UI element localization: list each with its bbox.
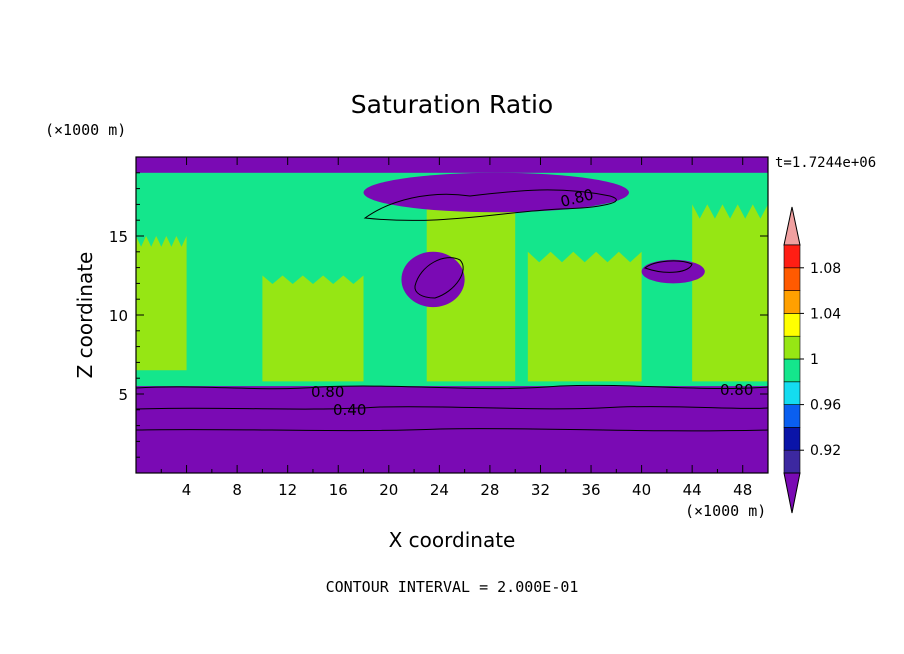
contour-label: 0.40: [333, 401, 366, 419]
colorbar-label: 0.96: [810, 398, 841, 414]
contour-label: 0.80: [720, 381, 753, 399]
colorbar-swatch: [783, 335, 801, 360]
contour-line-080-upper: [363, 189, 617, 221]
contour-line-020: [136, 428, 768, 432]
x-axis-title: X coordinate: [389, 528, 516, 552]
colorbar-label: 1.04: [810, 306, 841, 322]
y-axis-ticks: 5 10 15: [109, 172, 768, 458]
x-tick-label: 8: [232, 481, 242, 499]
y-axis-title: Z coordinate: [73, 252, 97, 379]
x-tick-label: 40: [632, 481, 651, 499]
contour-label: 0.80: [311, 383, 344, 401]
plot-area: [136, 157, 768, 473]
contour-line-080-lower: [136, 384, 768, 390]
colorbar-swatch: [783, 381, 801, 405]
region-dry-patch: [401, 251, 465, 308]
colorbar-swatch: [783, 313, 801, 337]
region-supersaturated-column: [426, 188, 516, 382]
colorbar-swatch: [783, 404, 801, 428]
contour-interval-footer: CONTOUR INTERVAL = 2.000E-01: [326, 578, 579, 596]
y-tick-label: 15: [109, 228, 128, 246]
x-tick-label: 28: [480, 481, 499, 499]
colorbar-label: 0.92: [810, 443, 841, 459]
colorbar-label: 1.08: [810, 261, 841, 277]
contour-line-080-right: [643, 260, 693, 273]
x-tick-label: 44: [683, 481, 702, 499]
region-supersaturated-column: [136, 236, 187, 371]
colorbar-swatch: [783, 290, 801, 314]
x-tick-label: 36: [581, 481, 600, 499]
colorbar-swatch: [783, 244, 801, 269]
x-tick-label: 4: [182, 481, 192, 499]
contour-lines: [136, 189, 768, 432]
region-dry-top: [136, 157, 768, 173]
region-dry-patch: [363, 172, 629, 213]
y-tick-label: 5: [118, 386, 128, 404]
region-supersaturated-column: [527, 251, 642, 382]
x-tick-label: 20: [379, 481, 398, 499]
x-tick-label: 16: [329, 481, 348, 499]
x-tick-label: 32: [531, 481, 550, 499]
contour-line-080-mid: [414, 257, 464, 299]
y-units-label: (×1000 m): [45, 121, 126, 139]
y-tick-label: 10: [109, 307, 128, 325]
colorbar-swatch: [783, 267, 801, 291]
region-supersaturated-column: [262, 275, 364, 382]
colorbar: 0.92 0.96 1 1.04 1.08: [783, 206, 841, 514]
x-units-label: (×1000 m): [685, 502, 766, 520]
contour-labels: 0.80 0.80 0.40 0.80: [311, 185, 753, 419]
x-axis-ticks: 4 8 12 16 20 24 28 32 36 40 44 48: [160, 157, 752, 499]
colorbar-over-triangle: [783, 206, 801, 246]
region-supersaturated-column: [692, 204, 768, 382]
colorbar-swatch: [783, 358, 801, 383]
region-dry-patch: [641, 259, 705, 284]
colorbar-under-triangle: [783, 472, 801, 514]
x-tick-label: 12: [278, 481, 297, 499]
chart-title: Saturation Ratio: [351, 90, 553, 119]
contour-line-040: [136, 406, 768, 410]
colorbar-swatch: [783, 449, 801, 474]
time-label: t=1.7244e+06: [775, 155, 876, 171]
x-tick-label: 48: [733, 481, 752, 499]
colorbar-swatch: [783, 427, 801, 451]
colorbar-label: 1: [810, 352, 819, 368]
x-tick-label: 24: [430, 481, 449, 499]
